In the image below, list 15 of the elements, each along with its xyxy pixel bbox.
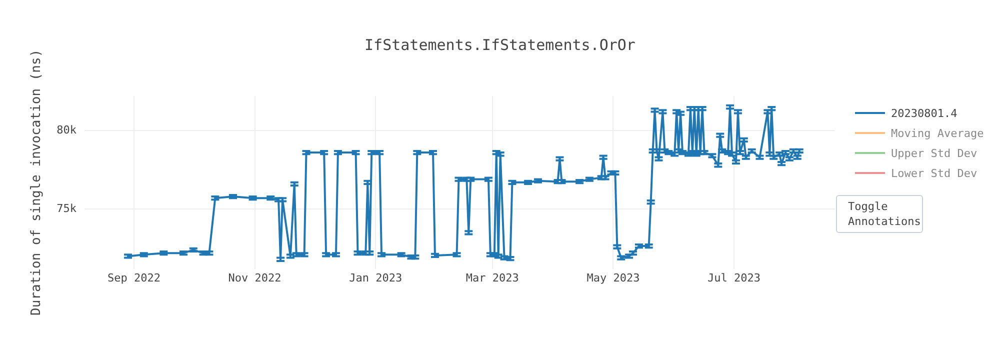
x-tick-label: Jan 2023 [349, 271, 402, 284]
legend-label: Upper Std Dev [891, 146, 978, 160]
x-tick-label: May 2023 [586, 271, 640, 284]
x-tick-label: Sep 2022 [107, 271, 160, 284]
x-tick-label: Jul 2023 [708, 271, 760, 284]
y-tick-label: 75k [56, 202, 77, 215]
text: Toggle Annotations [836, 195, 923, 233]
x-tick-label: Nov 2022 [228, 271, 282, 284]
legend-label: Moving Average [891, 126, 984, 140]
y-axis-title: Duration of single invocation (ns) [29, 49, 44, 316]
legend-label: Lower Std Dev [891, 166, 978, 180]
legend-label: 20230801.4 [891, 106, 958, 120]
x-tick-label: Mar 2023 [466, 271, 519, 284]
y-tick-label: 80k [56, 123, 77, 136]
chart-title: IfStatements.IfStatements.OrOr [364, 36, 636, 54]
